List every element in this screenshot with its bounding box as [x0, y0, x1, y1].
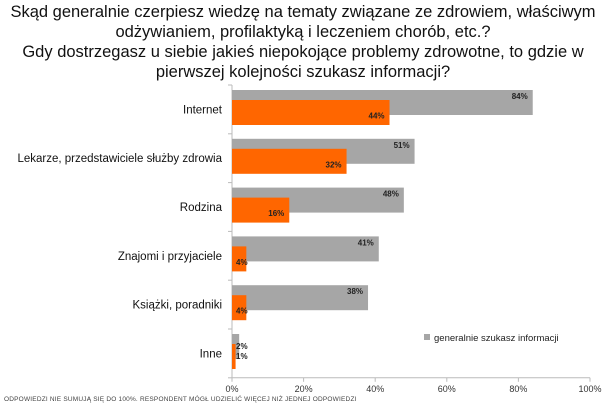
- data-label-gray: 41%: [358, 238, 374, 247]
- chart-title: Skąd generalnie czerpiesz wiedzę na tema…: [0, 2, 606, 82]
- x-tick-label: 20%: [295, 384, 313, 394]
- bar-orange: [232, 197, 290, 223]
- x-tick-label: 80%: [509, 384, 527, 394]
- data-label-orange: 32%: [326, 160, 342, 169]
- title-line: Gdy dostrzegasz u siebie jakieś niepokoj…: [22, 43, 584, 61]
- category-label: Znajomi i przyjaciele: [118, 251, 222, 263]
- category-label: Inne: [200, 348, 222, 360]
- x-tick-label: 0%: [225, 384, 238, 394]
- legend-label: generalnie szukasz informacji: [434, 333, 559, 344]
- category-label: Internet: [183, 104, 223, 116]
- x-tick-label: 40%: [366, 384, 384, 394]
- data-label-gray: 51%: [394, 141, 410, 150]
- legend-swatch: [424, 334, 430, 340]
- data-label-orange: 4%: [236, 307, 248, 316]
- data-label-orange: 16%: [268, 209, 284, 218]
- data-label-gray: 48%: [383, 190, 399, 199]
- bar-orange: [232, 246, 247, 272]
- data-label-orange: 1%: [236, 352, 248, 361]
- bar-orange: [232, 344, 236, 369]
- title-line: Skąd generalnie czerpiesz wiedzę na tema…: [10, 3, 596, 21]
- bar-orange: [232, 100, 390, 125]
- bar-gray: [232, 285, 369, 311]
- bar-orange: [232, 148, 347, 174]
- title-line: pierwszej kolejności szukasz informacji?: [155, 63, 451, 81]
- bar-orange: [232, 295, 247, 321]
- x-tick-label: 100%: [578, 384, 601, 394]
- x-tick-label: 60%: [438, 384, 456, 394]
- data-label-gray: 2%: [236, 342, 248, 351]
- category-label: Książki, poradniki: [133, 300, 222, 312]
- data-label-orange: 4%: [236, 258, 248, 267]
- category-label: Lekarze, przedstawiciele służby zdrowia: [17, 153, 222, 165]
- footnote: ODPOWIEDZI NIE SUMUJĄ SIĘ DO 100%. RESPO…: [4, 396, 357, 403]
- data-label-gray: 84%: [512, 92, 528, 101]
- data-label-gray: 38%: [347, 287, 363, 296]
- category-label: Rodzina: [180, 202, 223, 214]
- title-line: odżywianiem, profilaktyką i leczeniem ch…: [115, 23, 491, 41]
- bar-gray: [232, 236, 379, 262]
- data-label-orange: 44%: [369, 112, 385, 121]
